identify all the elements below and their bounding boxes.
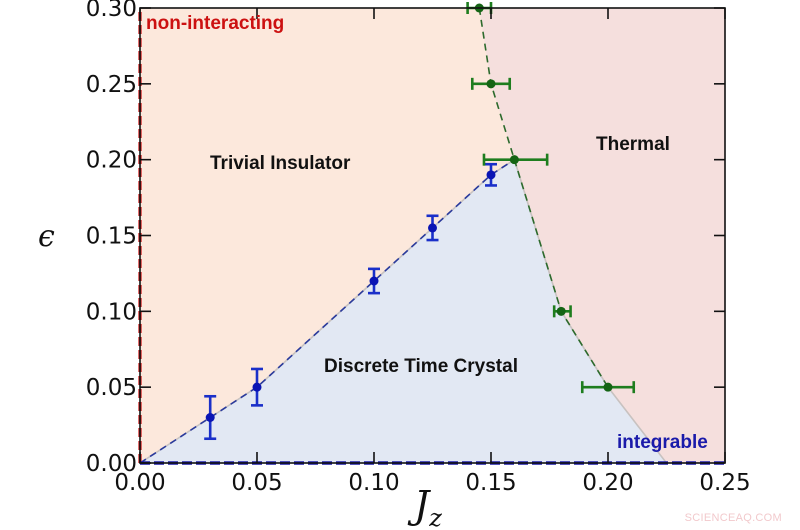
phase-regions bbox=[139, 8, 725, 464]
watermark: SCIENCEAQ.COM bbox=[684, 512, 782, 524]
non-interacting-label: non-interacting bbox=[146, 13, 284, 34]
discrete-time-crystal-region bbox=[140, 159, 667, 463]
trivial-insulator-label: Trivial Insulator bbox=[210, 153, 351, 174]
thermal-data-point bbox=[552, 305, 572, 318]
marker bbox=[428, 223, 437, 233]
marker bbox=[205, 413, 215, 422]
thermal-data-point bbox=[580, 381, 636, 394]
dtc-data-point bbox=[204, 394, 217, 441]
x-axis-label-main: J bbox=[407, 483, 431, 527]
dtc-data-point bbox=[426, 214, 439, 242]
y-axis-ticks: 0.00 0.05 0.10 0.15 0.20 0.25 0.30 bbox=[86, 0, 725, 477]
marker bbox=[486, 170, 496, 180]
x-tick-label: 0.00 bbox=[114, 470, 165, 496]
marker bbox=[509, 155, 519, 165]
y-tick-label: 0.10 bbox=[86, 299, 137, 325]
x-tick-label: 0.25 bbox=[699, 470, 750, 496]
marker bbox=[252, 382, 262, 392]
x-axis-label: Jz bbox=[407, 483, 442, 530]
y-tick-label: 0.25 bbox=[86, 72, 137, 98]
marker bbox=[556, 306, 566, 316]
y-tick-label: 0.20 bbox=[86, 148, 137, 174]
thermal-label: Thermal bbox=[596, 134, 670, 155]
x-axis-ticks: 0.00 0.05 0.10 0.15 0.20 0.25 bbox=[114, 8, 751, 496]
y-axis-label: ϵ bbox=[38, 219, 55, 254]
dtc-data-point bbox=[368, 267, 380, 295]
thermal-data-point bbox=[482, 153, 549, 166]
y-tick-label: 0.05 bbox=[86, 375, 137, 401]
dtc-label: Discrete Time Crystal bbox=[324, 356, 518, 377]
dtc-data-point bbox=[485, 162, 497, 187]
integrable-label: integrable bbox=[617, 432, 708, 453]
x-tick-label: 0.15 bbox=[465, 470, 516, 496]
y-tick-label: 0.15 bbox=[86, 224, 137, 250]
dtc-data-point bbox=[251, 367, 263, 407]
marker bbox=[603, 382, 613, 392]
x-tick-label: 0.20 bbox=[582, 470, 633, 496]
x-axis-label-sub: z bbox=[428, 504, 442, 530]
x-tick-label: 0.05 bbox=[231, 470, 282, 496]
thermal-data-point bbox=[470, 77, 512, 90]
y-tick-label: 0.00 bbox=[86, 451, 137, 477]
marker bbox=[369, 276, 379, 286]
trivial-insulator-region bbox=[140, 8, 515, 463]
data-series bbox=[204, 2, 636, 441]
y-tick-label: 0.30 bbox=[86, 0, 137, 22]
x-tick-label: 0.10 bbox=[348, 470, 399, 496]
marker bbox=[486, 79, 496, 89]
